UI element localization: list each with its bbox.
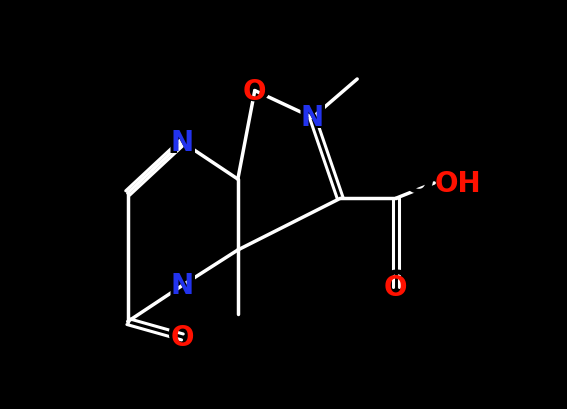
Text: O: O	[384, 273, 408, 301]
Text: O: O	[239, 73, 270, 109]
Text: OH: OH	[403, 166, 466, 202]
Text: N: N	[301, 104, 324, 132]
Text: O: O	[167, 319, 198, 355]
Text: OH: OH	[434, 170, 481, 198]
Text: N: N	[167, 268, 198, 303]
Text: O: O	[380, 269, 412, 305]
Text: O: O	[171, 323, 194, 351]
Text: N: N	[297, 100, 328, 136]
Text: O: O	[243, 77, 266, 105]
Text: N: N	[167, 125, 198, 161]
Text: N: N	[171, 272, 194, 300]
Text: N: N	[171, 129, 194, 157]
